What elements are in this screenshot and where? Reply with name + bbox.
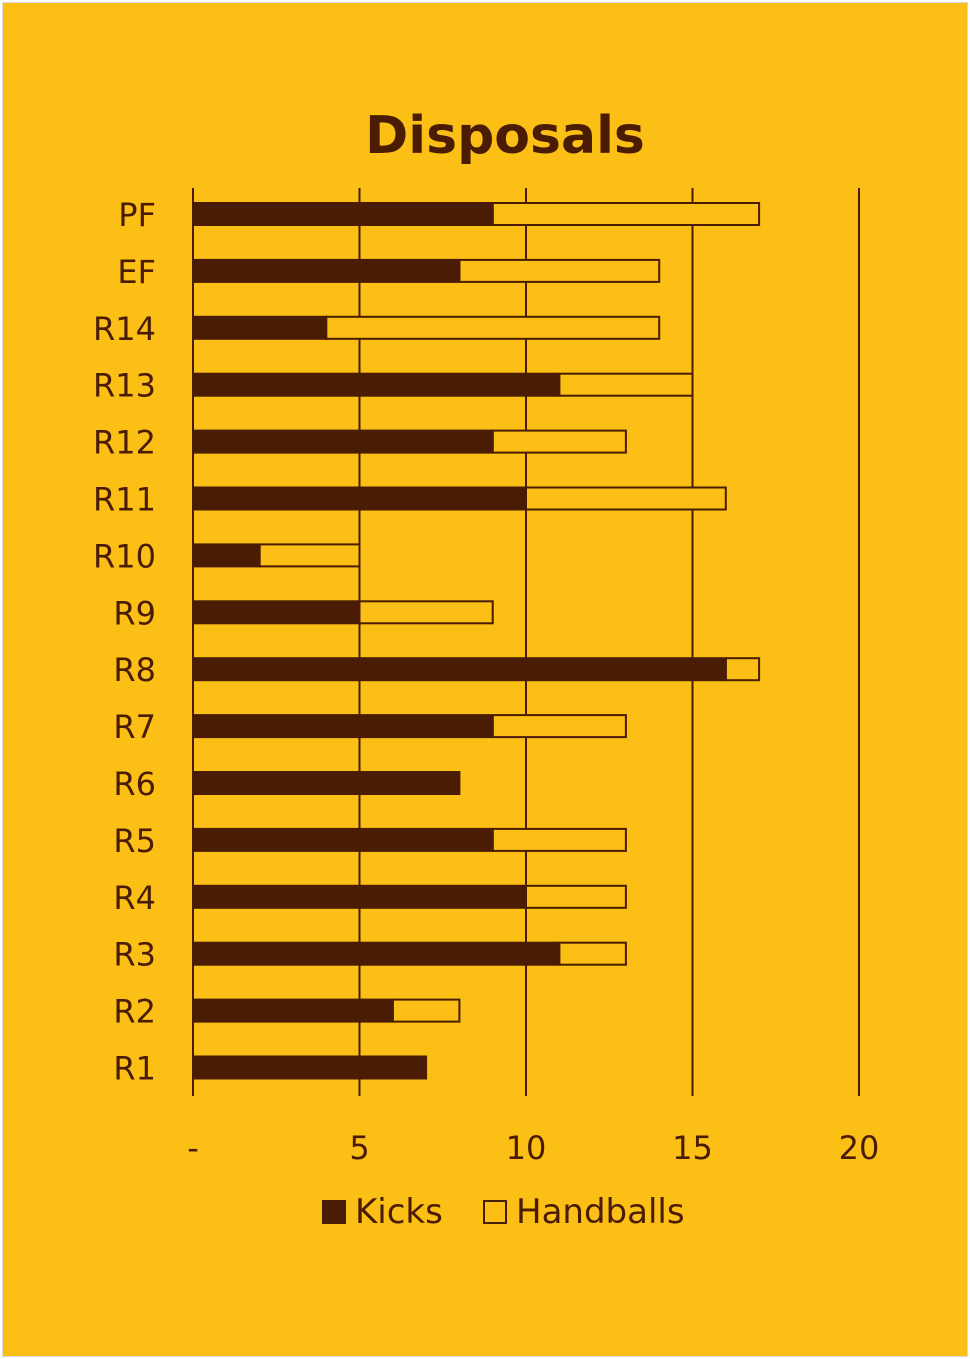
category-label: R7 [113, 708, 156, 746]
bar-handballs [724, 657, 761, 682]
bar-handballs [558, 941, 627, 966]
bar-handballs [358, 600, 494, 625]
bar-handballs [491, 827, 627, 852]
bar-kicks [192, 543, 261, 568]
bar-handballs [491, 202, 761, 226]
bar-kicks [192, 258, 461, 283]
category-labels: PF EF R14 R13 R12 R11 R10 R9 R8 R7 R6 R5 R4 R3 R2 R1 [93, 196, 156, 1088]
category-label: PF [118, 196, 156, 234]
bar-kicks [192, 202, 494, 226]
bar-kicks [192, 884, 527, 909]
bar-kicks [192, 657, 727, 682]
category-label: R13 [93, 367, 156, 405]
bar-handballs [491, 714, 627, 739]
category-label: EF [117, 253, 156, 291]
category-label: R14 [93, 310, 156, 348]
category-label: R11 [93, 481, 156, 519]
bar-handballs [258, 543, 361, 568]
bars [192, 202, 761, 1080]
legend-handballs-swatch [483, 1200, 507, 1224]
category-label: R1 [113, 1050, 156, 1088]
category-label: R8 [113, 651, 156, 689]
bar-kicks [192, 600, 361, 625]
category-label: R3 [113, 936, 156, 974]
x-tick-label: 10 [506, 1129, 547, 1167]
bar-handballs [525, 486, 727, 511]
chart-title: Disposals [365, 106, 645, 166]
bar-kicks [192, 714, 494, 739]
bar-kicks [192, 1055, 428, 1080]
bar-handballs [491, 429, 627, 454]
legend-kicks-swatch [322, 1200, 346, 1224]
x-tick-label: 20 [839, 1129, 880, 1167]
bar-handballs [325, 315, 661, 340]
bar-kicks [192, 941, 561, 966]
x-tick-label: 15 [672, 1129, 713, 1167]
bar-handballs [558, 372, 694, 397]
bar-kicks [192, 486, 527, 511]
bar-kicks [192, 998, 394, 1023]
category-label: R4 [113, 879, 156, 917]
bar-kicks [192, 372, 561, 397]
bar-handballs [391, 998, 461, 1023]
bar-handballs [458, 258, 661, 283]
chart-svg: Disposals PF EF R14 R13 R12 R11 R10 R9 R8 R7 R6 R5 R… [93, 106, 879, 1232]
x-tick-label: - [187, 1129, 199, 1167]
bar-kicks [192, 429, 494, 454]
legend-handballs-label: Handballs [516, 1192, 685, 1232]
x-tick-labels: - 5 10 15 20 [187, 1129, 879, 1167]
category-label: R12 [93, 424, 156, 462]
category-label: R5 [113, 822, 156, 860]
bar-kicks [192, 771, 461, 795]
bar-kicks [192, 827, 494, 852]
category-label: R10 [93, 537, 156, 575]
category-label: R9 [113, 594, 156, 632]
bar-handballs [525, 884, 627, 909]
x-tick-label: 5 [349, 1129, 369, 1167]
legend: Kicks Handballs [322, 1192, 685, 1232]
legend-kicks-label: Kicks [355, 1192, 443, 1232]
category-label: R6 [113, 765, 156, 803]
category-label: R2 [113, 993, 156, 1031]
bar-kicks [192, 315, 328, 340]
